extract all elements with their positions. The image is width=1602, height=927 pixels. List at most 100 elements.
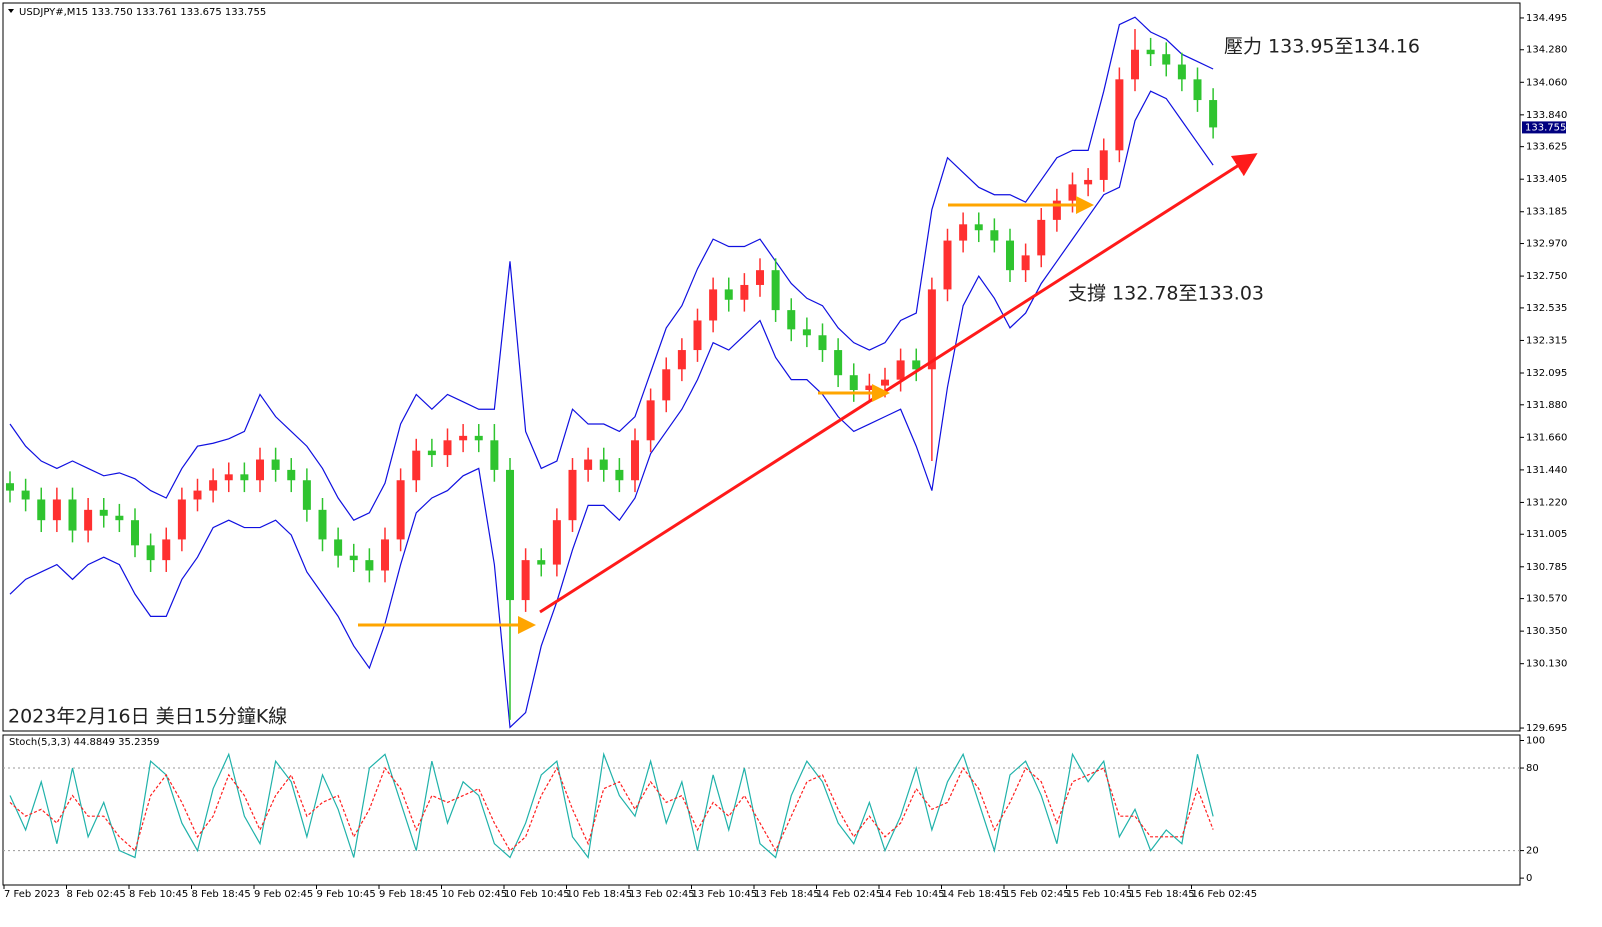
candle-body (443, 440, 452, 456)
candle-body (959, 224, 968, 241)
y-tick-label: 131.660 (1526, 432, 1567, 443)
candle-body (1099, 150, 1108, 180)
candle-body (1115, 79, 1124, 151)
support-note: 支撐 132.78至133.03 (1068, 283, 1264, 305)
y-tick-label: 134.495 (1526, 13, 1567, 24)
menu-icon[interactable] (8, 9, 14, 13)
candle-body (318, 509, 327, 540)
candle-body (131, 520, 139, 546)
candle-body (412, 450, 421, 481)
candle-body (552, 520, 561, 565)
y-tick-label: 20 (1526, 846, 1539, 857)
candle-body (1037, 219, 1046, 256)
candle-body (631, 440, 639, 481)
candle-body (146, 545, 155, 561)
x-tick-label: 14 Feb 10:45 (879, 889, 945, 900)
y-tick-label: 129.695 (1526, 723, 1567, 734)
y-tick-label: 133.405 (1526, 174, 1567, 185)
candle-body (52, 499, 61, 521)
candle-body (224, 474, 233, 481)
candle-body (396, 480, 405, 540)
y-tick-label: 130.350 (1526, 626, 1567, 637)
candle-body (677, 350, 686, 370)
candle-body (177, 499, 186, 540)
candle-body (834, 350, 843, 376)
candle-body (1209, 100, 1218, 128)
candle-body (756, 270, 764, 285)
candle-body (68, 499, 77, 531)
candle-body (1052, 200, 1061, 220)
y-tick-label: 133.625 (1526, 142, 1567, 153)
candle-body (506, 469, 514, 601)
trend-arrow (539, 153, 1258, 614)
x-tick-label: 10 Feb 18:45 (567, 889, 633, 900)
x-tick-label: 16 Feb 02:45 (1192, 889, 1258, 900)
y-tick-label: 131.440 (1526, 465, 1567, 476)
y-tick-label: 0 (1526, 873, 1532, 884)
y-tick-label: 130.785 (1526, 562, 1567, 573)
x-tick-label: 8 Feb 18:45 (192, 889, 251, 900)
stoch-frame (2, 734, 1521, 886)
stoch-header: Stoch(5,3,3) 44.8849 35.2359 (9, 737, 160, 748)
x-tick-label: 8 Feb 10:45 (129, 889, 188, 900)
x-tick-label: 15 Feb 18:45 (1129, 889, 1195, 900)
x-tick-label: 9 Feb 02:45 (254, 889, 313, 900)
y-tick-label: 130.130 (1526, 659, 1567, 670)
candle-body (693, 320, 702, 351)
candle-body (209, 480, 218, 491)
lower-band (9, 90, 1214, 729)
candle-body (1146, 49, 1155, 55)
x-tick-label: 14 Feb 18:45 (942, 889, 1008, 900)
candle-body (162, 539, 171, 561)
candle-body (349, 555, 358, 561)
candle-body (1131, 49, 1139, 80)
x-tick-label: 7 Feb 2023 (4, 889, 60, 900)
candle-body (568, 469, 577, 521)
candle-body (302, 480, 311, 510)
candle-body (881, 379, 889, 386)
x-tick-label: 10 Feb 10:45 (504, 889, 570, 900)
candle-body (490, 440, 499, 470)
candle-body (896, 360, 905, 380)
price-tag-label: 133.755 (1525, 122, 1566, 133)
candle-body (21, 490, 30, 500)
x-tick-label: 13 Feb 10:45 (692, 889, 758, 900)
x-tick-label: 13 Feb 18:45 (754, 889, 820, 900)
candle-body (599, 459, 608, 470)
candle-body (365, 560, 374, 571)
resistance-note: 壓力 133.95至134.16 (1224, 36, 1420, 58)
candle-body (427, 450, 436, 456)
candle-body (84, 509, 93, 531)
candle-body (943, 240, 952, 290)
candle-body (193, 490, 202, 500)
candle-body (6, 483, 14, 491)
y-tick-label: 132.095 (1526, 368, 1567, 379)
candle-body (724, 289, 733, 300)
y-tick-label: 132.535 (1526, 303, 1567, 314)
x-tick-label: 15 Feb 10:45 (1067, 889, 1133, 900)
candle-body (459, 435, 468, 441)
y-tick-label: 132.315 (1526, 335, 1567, 346)
y-tick-label: 134.280 (1526, 45, 1567, 56)
x-tick-label: 10 Feb 02:45 (442, 889, 508, 900)
x-tick-label: 13 Feb 02:45 (629, 889, 695, 900)
y-tick-label: 131.880 (1526, 400, 1567, 411)
main-frame (2, 2, 1521, 732)
candle-body (927, 289, 936, 370)
candle-body (474, 435, 483, 441)
candle-body (974, 224, 983, 231)
candle-body (1021, 255, 1030, 271)
x-tick-label: 9 Feb 10:45 (317, 889, 376, 900)
candle-body (849, 375, 858, 391)
y-tick-label: 132.750 (1526, 271, 1567, 282)
candle-body (912, 360, 921, 370)
candle-body (115, 515, 124, 521)
y-tick-label: 131.005 (1526, 529, 1567, 540)
y-tick-label: 134.060 (1526, 77, 1567, 88)
x-tick-label: 14 Feb 02:45 (817, 889, 883, 900)
candle-body (740, 284, 749, 300)
candle-body (521, 560, 530, 601)
y-tick-label: 133.185 (1526, 207, 1567, 218)
y-tick-label: 133.840 (1526, 110, 1567, 121)
candle-body (240, 474, 249, 481)
